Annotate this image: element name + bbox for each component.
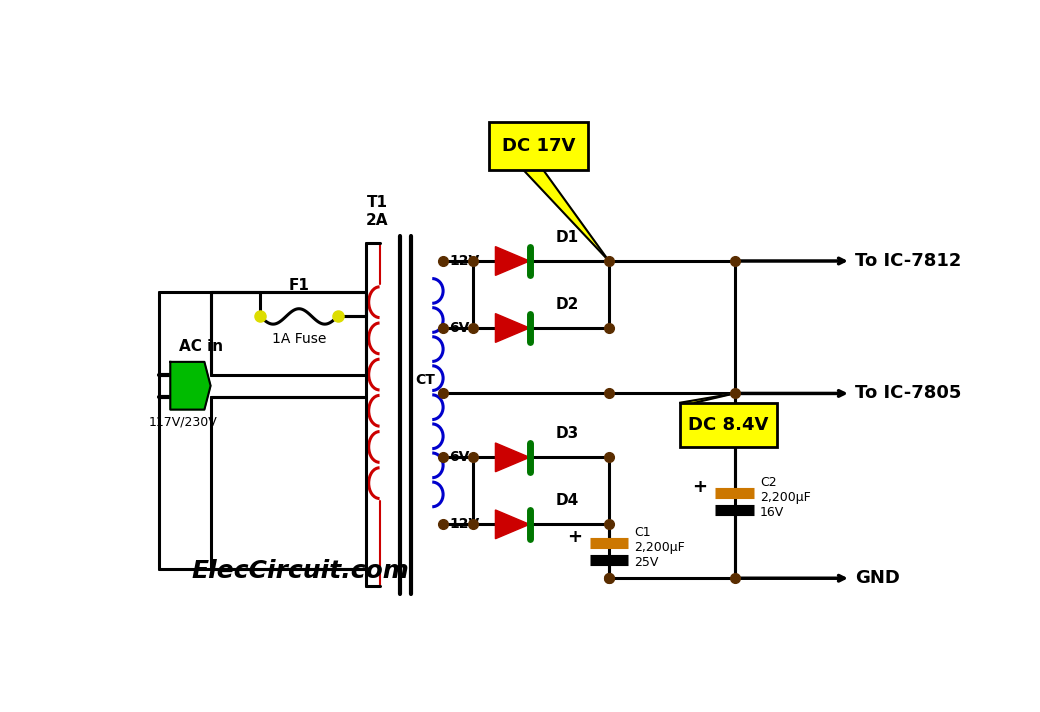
Text: 12V: 12V	[449, 518, 479, 531]
Polygon shape	[171, 362, 211, 409]
Polygon shape	[495, 246, 529, 276]
Text: 117V/230V: 117V/230V	[149, 416, 217, 429]
Polygon shape	[523, 170, 609, 261]
Text: 6V: 6V	[449, 451, 470, 464]
Text: +: +	[567, 528, 581, 545]
Text: CT: CT	[415, 373, 436, 387]
Text: To IC-7805: To IC-7805	[855, 384, 961, 402]
Text: D2: D2	[555, 297, 579, 312]
Text: T1
2A: T1 2A	[366, 196, 388, 228]
Text: DC 17V: DC 17V	[501, 137, 575, 155]
Text: DC 8.4V: DC 8.4V	[688, 416, 769, 434]
Polygon shape	[495, 443, 529, 472]
Text: ElecCircuit.com: ElecCircuit.com	[191, 558, 410, 582]
Text: To IC-7812: To IC-7812	[855, 252, 961, 270]
Text: 1A Fuse: 1A Fuse	[271, 332, 327, 346]
Text: AC in: AC in	[179, 339, 224, 354]
Text: 12V: 12V	[449, 254, 479, 268]
Polygon shape	[495, 510, 529, 539]
Polygon shape	[495, 313, 529, 342]
Text: +: +	[693, 478, 707, 496]
Bar	[680, 403, 777, 447]
Text: C2
2,200μF
16V: C2 2,200μF 16V	[760, 476, 811, 519]
Text: D3: D3	[555, 426, 578, 441]
Bar	[489, 122, 588, 170]
Text: D4: D4	[555, 493, 578, 508]
Polygon shape	[680, 394, 734, 403]
Text: GND: GND	[855, 569, 900, 587]
Text: F1: F1	[288, 278, 309, 293]
Text: C1
2,200μF
25V: C1 2,200μF 25V	[634, 526, 685, 569]
Text: D1: D1	[555, 230, 578, 245]
Text: 6V: 6V	[449, 321, 470, 335]
